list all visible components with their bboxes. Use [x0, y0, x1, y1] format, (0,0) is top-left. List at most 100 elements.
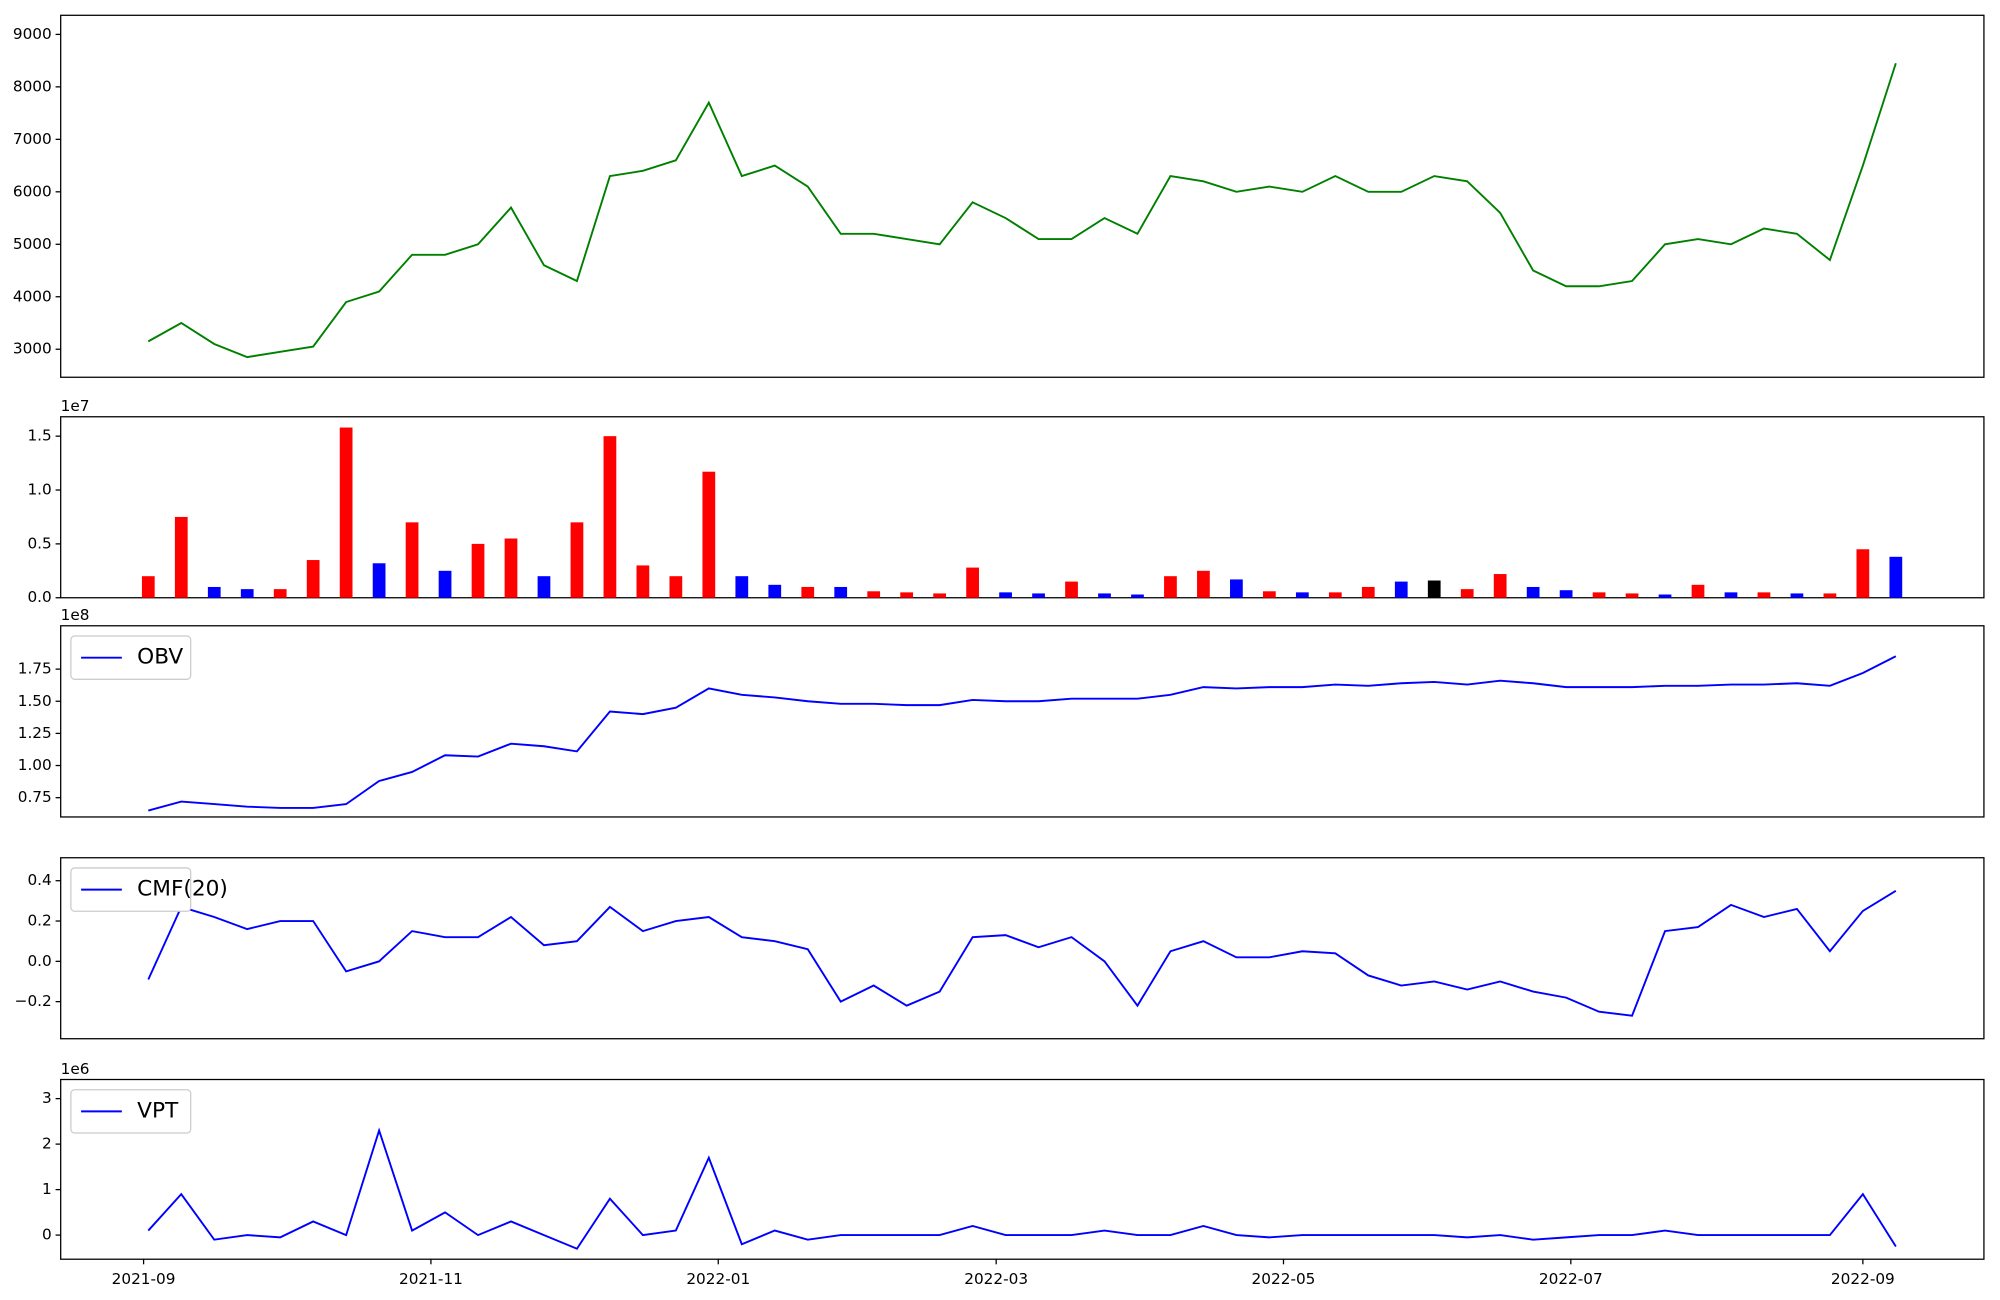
- bar: [1823, 593, 1837, 598]
- y-tick-label: 6000: [13, 182, 52, 200]
- bar: [1790, 593, 1804, 598]
- bar: [1032, 593, 1045, 598]
- legend-frame: [70, 1089, 192, 1134]
- x-tick-label: 2022-05: [1252, 1270, 1316, 1288]
- bar: [1065, 581, 1078, 598]
- x-tick-label: 2022-09: [1831, 1270, 1895, 1288]
- bar: [1098, 593, 1111, 598]
- legend-label: CMF(20): [137, 877, 228, 902]
- y-tick-label: 3: [42, 1089, 52, 1107]
- y-tick-label: 2: [42, 1135, 52, 1153]
- y-tick-label: 0: [42, 1226, 52, 1244]
- bar: [768, 584, 782, 598]
- bar: [1295, 592, 1309, 598]
- y-offset-label: 1e6: [61, 1060, 90, 1078]
- x-tick-label: 2021-09: [112, 1270, 176, 1288]
- bar: [867, 591, 881, 598]
- bar: [1197, 570, 1210, 598]
- axes-frame: [60, 1078, 1985, 1260]
- y-tick-label: 1.5: [27, 427, 51, 445]
- bar: [207, 586, 221, 598]
- y-tick-label: 1.00: [18, 756, 52, 774]
- y-tick-label: 1.50: [18, 692, 52, 710]
- y-tick-label: 0.0: [27, 588, 51, 606]
- bar: [1625, 593, 1639, 598]
- bar: [834, 586, 848, 598]
- bar: [570, 522, 584, 598]
- bar: [1526, 586, 1540, 598]
- bar: [273, 589, 287, 598]
- y-tick-label: 0.4: [27, 871, 51, 889]
- bar: [1427, 580, 1441, 598]
- bar: [141, 576, 155, 598]
- bar: [801, 586, 815, 598]
- legend-frame: [70, 867, 192, 912]
- y-tick-label: 0.75: [18, 788, 52, 806]
- y-tick-label: 1: [42, 1180, 52, 1198]
- y-tick-label: 0.0: [27, 952, 51, 970]
- bar: [438, 570, 452, 598]
- bar: [471, 543, 485, 598]
- legend-label: OBV: [137, 645, 183, 670]
- axes-frame: [60, 625, 1985, 818]
- axes-frame: [60, 416, 1985, 599]
- bar: [1460, 589, 1474, 598]
- y-tick-label: 0.5: [27, 534, 51, 552]
- bar: [933, 593, 947, 598]
- bar: [1691, 584, 1705, 598]
- y-tick-label: 1.75: [18, 660, 52, 678]
- y-tick-label: −0.2: [15, 992, 52, 1010]
- bar: [1493, 574, 1507, 598]
- y-tick-label: 0.2: [27, 912, 51, 930]
- bar: [372, 563, 386, 598]
- y-tick-label: 1.25: [18, 724, 52, 742]
- y-tick-label: 4000: [13, 287, 52, 305]
- bar: [339, 427, 353, 598]
- x-tick-label: 2021-11: [399, 1270, 463, 1288]
- bar: [240, 589, 254, 598]
- bar: [1757, 592, 1771, 598]
- data-line: [148, 655, 1897, 812]
- bar: [1889, 556, 1903, 598]
- bar: [603, 436, 617, 598]
- y-tick-label: 1.0: [27, 481, 51, 499]
- legend-frame: [70, 635, 192, 680]
- bar: [1592, 592, 1606, 598]
- bar: [1559, 590, 1573, 598]
- bar: [1658, 594, 1672, 598]
- bar: [966, 567, 979, 598]
- y-offset-label: 1e7: [61, 397, 90, 415]
- x-tick-label: 2022-01: [686, 1270, 750, 1288]
- y-tick-label: 7000: [13, 130, 52, 148]
- bar: [669, 576, 683, 598]
- y-tick-label: 3000: [13, 340, 52, 358]
- bar: [405, 522, 419, 598]
- bar: [1724, 592, 1738, 598]
- legend-label: VPT: [137, 1098, 179, 1123]
- axes-frame: [60, 14, 1985, 378]
- bar: [537, 576, 551, 598]
- bar: [1230, 579, 1243, 598]
- y-offset-label: 1e8: [61, 606, 90, 624]
- y-tick-label: 5000: [13, 235, 52, 253]
- bar: [504, 538, 518, 598]
- bar: [1131, 594, 1144, 598]
- bar: [735, 576, 749, 598]
- bar: [1164, 576, 1177, 598]
- data-line: [147, 62, 1897, 359]
- bar: [1361, 586, 1375, 598]
- bar: [636, 565, 650, 598]
- bar: [999, 592, 1012, 598]
- bar: [174, 516, 188, 598]
- data-line: [147, 889, 1897, 1017]
- bar: [702, 471, 716, 598]
- y-tick-label: 9000: [13, 25, 52, 43]
- bar: [1394, 581, 1408, 598]
- x-tick-label: 2022-03: [964, 1270, 1028, 1288]
- x-tick-label: 2022-07: [1539, 1270, 1603, 1288]
- bar: [1328, 592, 1342, 598]
- y-tick-label: 8000: [13, 77, 52, 95]
- bar: [1262, 591, 1276, 598]
- axes-frame: [60, 857, 1985, 1040]
